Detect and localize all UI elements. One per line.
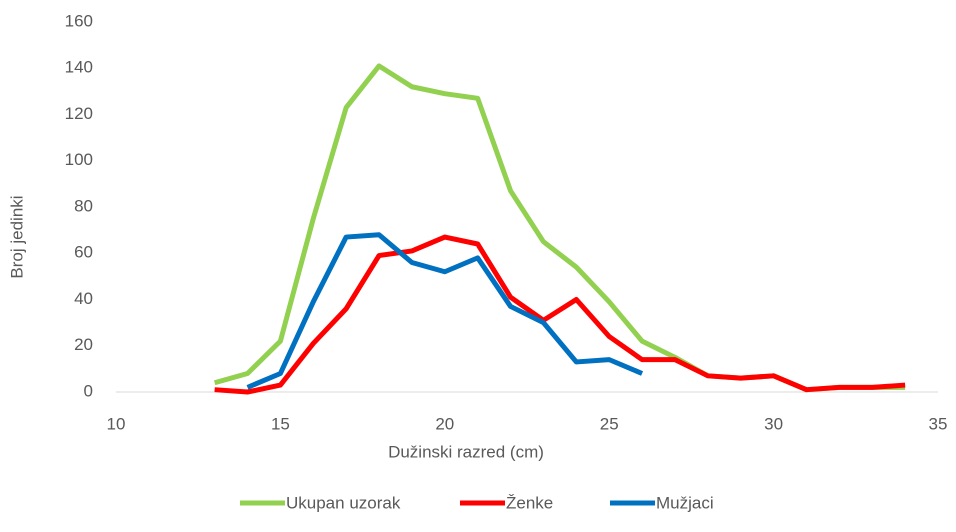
y-tick-label: 0 xyxy=(84,381,93,400)
x-tick-label: 15 xyxy=(271,414,290,433)
y-axis-title: Broj jedinki xyxy=(7,195,26,278)
x-tick-label: 10 xyxy=(107,414,126,433)
x-tick-label: 35 xyxy=(929,414,948,433)
y-tick-label: 120 xyxy=(65,104,93,123)
legend-label: Mužjaci xyxy=(656,493,714,512)
y-tick-label: 100 xyxy=(65,150,93,169)
y-tick-label: 40 xyxy=(74,289,93,308)
y-tick-label: 160 xyxy=(65,11,93,30)
legend-label: Ukupan uzorak xyxy=(286,493,401,512)
y-tick-label: 60 xyxy=(74,243,93,262)
y-tick-label: 140 xyxy=(65,58,93,77)
y-tick-label: 20 xyxy=(74,335,93,354)
y-tick-label: 80 xyxy=(74,196,93,215)
data-line xyxy=(214,234,906,395)
x-axis-title: Dužinski razred (cm) xyxy=(388,442,544,461)
data-line xyxy=(246,232,644,390)
legend-label: Ženke xyxy=(506,493,553,512)
x-tick-label: 25 xyxy=(600,414,619,433)
x-tick-label: 30 xyxy=(764,414,783,433)
x-tick-label: 20 xyxy=(435,414,454,433)
